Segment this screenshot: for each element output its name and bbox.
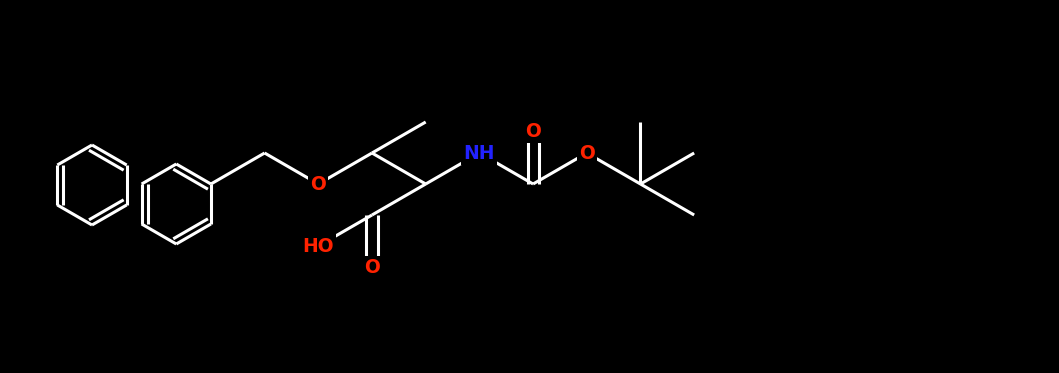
Text: O: O [364,258,380,277]
Text: O: O [310,175,326,194]
Text: O: O [525,122,541,141]
Text: HO: HO [303,236,335,256]
Text: O: O [579,144,595,163]
Text: NH: NH [464,144,496,163]
